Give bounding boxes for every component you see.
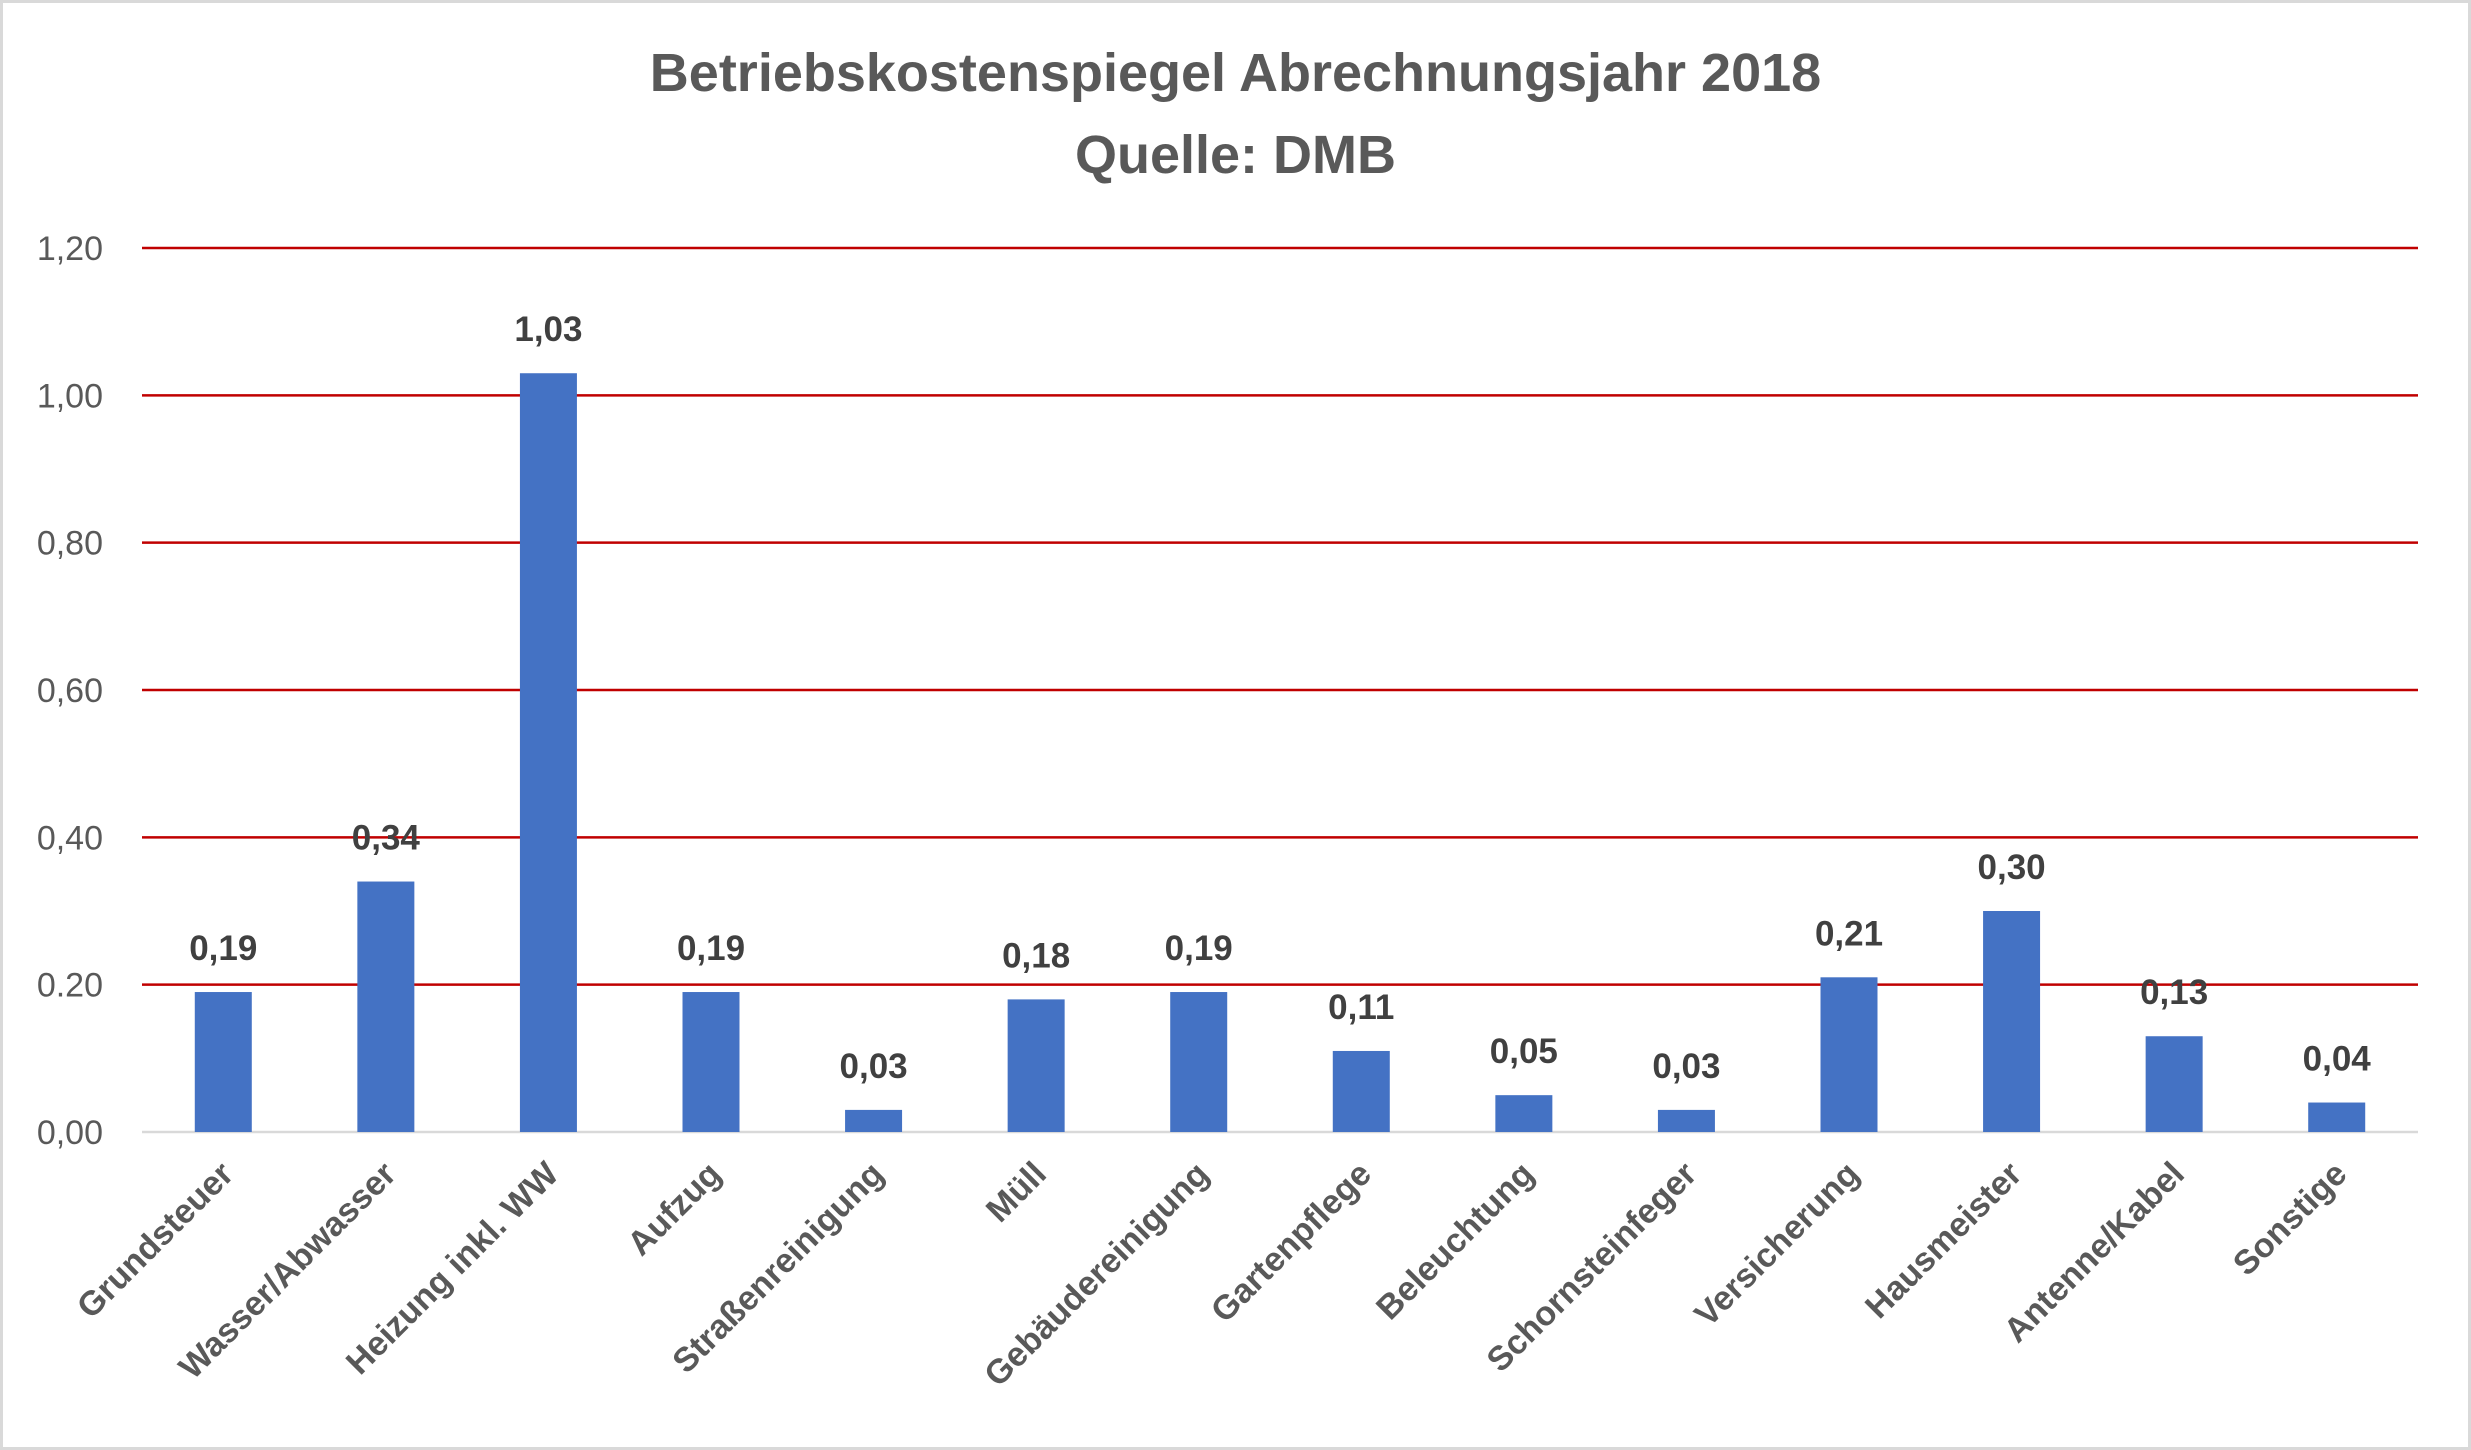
data-label: 0,21 — [1815, 914, 1883, 953]
bar — [2145, 1036, 2203, 1132]
bar — [1657, 1109, 1715, 1132]
bar — [519, 373, 577, 1132]
data-label: 0,34 — [352, 819, 421, 858]
x-category-label: Grundsteuer — [70, 1155, 241, 1326]
data-label: 0,03 — [1652, 1047, 1720, 1086]
y-axis-ticks: 0,00 0.20 0,40 0,60 0,80 1,00 1,20 — [37, 230, 103, 1152]
gridlines — [142, 246, 2418, 1134]
data-label: 0,13 — [2140, 973, 2208, 1012]
bars — [194, 373, 2366, 1132]
x-category-label: Sonstige — [2226, 1155, 2354, 1283]
y-tick-label: 1,20 — [37, 230, 103, 268]
bar — [682, 992, 740, 1132]
bar — [1170, 992, 1228, 1132]
data-label: 0,11 — [1328, 988, 1394, 1027]
x-category-label: Gartenpflege — [1204, 1155, 1379, 1330]
x-category-label: Beleuchtung — [1369, 1155, 1541, 1327]
data-label: 0,19 — [677, 929, 745, 968]
bar — [1007, 999, 1065, 1132]
y-tick-label: 0,40 — [37, 819, 103, 857]
bar — [845, 1109, 903, 1132]
bar — [2308, 1102, 2366, 1132]
bar — [1495, 1095, 1553, 1132]
chart-title: Betriebskostenspiegel Abrechnungsjahr 20… — [649, 43, 1822, 103]
x-category-label: Aufzug — [620, 1155, 728, 1263]
y-tick-label: 0,80 — [37, 525, 103, 563]
data-label: 1,03 — [514, 310, 582, 349]
data-label: 0,03 — [840, 1047, 908, 1086]
data-label: 0,30 — [1978, 848, 2046, 887]
y-tick-label: 1,00 — [37, 377, 103, 415]
data-label: 0,19 — [189, 929, 257, 968]
bar — [194, 992, 252, 1132]
data-label: 0,04 — [2303, 1040, 2372, 1079]
y-tick-label: 0,00 — [37, 1114, 103, 1152]
bar — [357, 881, 415, 1132]
chart-subtitle: Quelle: DMB — [1074, 125, 1397, 185]
bar — [1820, 977, 1878, 1132]
x-category-label: Hausmeister — [1858, 1155, 2029, 1326]
bar — [1983, 911, 2041, 1132]
data-label: 0,05 — [1490, 1032, 1558, 1071]
data-label: 0,18 — [1002, 936, 1070, 975]
y-tick-label: 0.20 — [37, 967, 103, 1005]
bar — [1332, 1050, 1390, 1132]
data-label: 0,19 — [1165, 929, 1233, 968]
y-tick-label: 0,60 — [37, 672, 103, 710]
x-category-label: Versicherung — [1687, 1155, 1866, 1334]
x-category-label: Müll — [979, 1155, 1054, 1230]
data-labels: 0,19 0,34 1,03 0,19 0,03 0,18 0,19 0,11 0,05 0,03… — [189, 310, 2371, 1086]
